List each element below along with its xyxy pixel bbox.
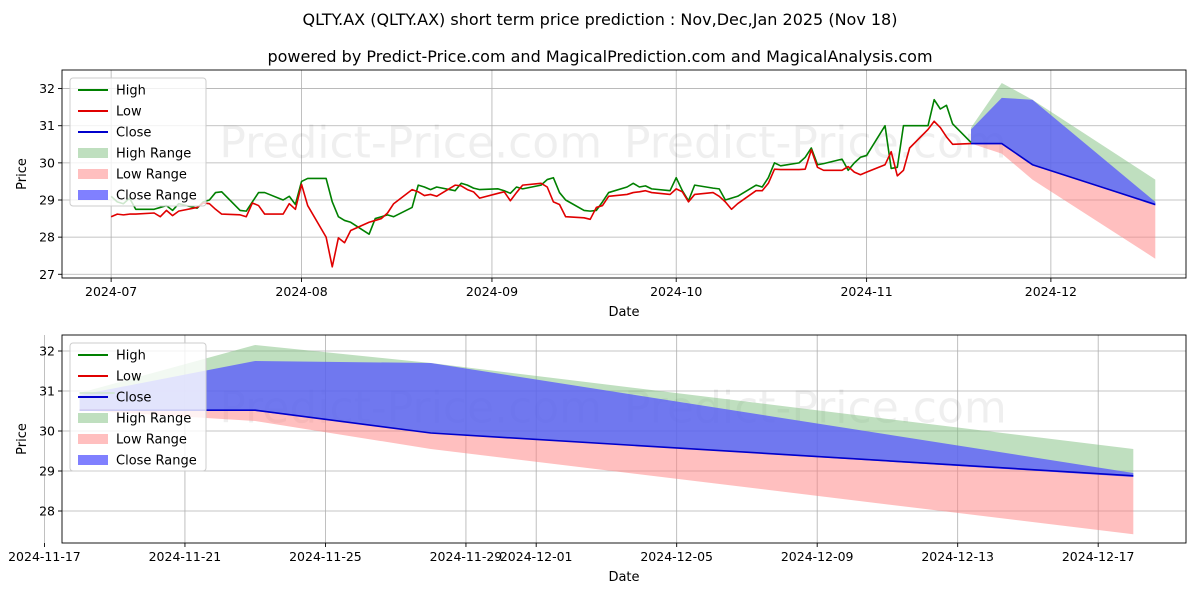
legend-label: High	[116, 349, 146, 364]
x-tick-label: 2024-11-17	[8, 549, 81, 564]
x-tick-label: 2024-12	[1025, 284, 1077, 299]
legend-label: High Range	[116, 147, 191, 162]
plot-frame	[61, 69, 1187, 279]
x-axis-label: Date	[608, 305, 639, 320]
close-range-area	[971, 97, 1156, 206]
high-range-legend-swatch	[78, 413, 108, 423]
y-tick-label: 32	[39, 344, 55, 359]
legend-label: Close Range	[116, 454, 197, 469]
x-tick-label: 2024-12-13	[921, 549, 994, 564]
close-range-legend-swatch	[78, 455, 108, 465]
x-tick-label: 2024-10	[650, 284, 702, 299]
low-line	[110, 120, 972, 268]
low-range-area	[79, 410, 1134, 535]
legend-label: Low Range	[116, 168, 187, 183]
x-tick-label: 2024-12-09	[781, 549, 854, 564]
x-tick-label: 2024-11-21	[149, 549, 222, 564]
legend-label: Low	[116, 370, 142, 385]
y-tick-label: 30	[39, 155, 55, 170]
legend-label: Close	[116, 126, 151, 141]
chart-subtitle: powered by Predict-Price.com and Magical…	[267, 47, 932, 66]
y-tick-label: 29	[39, 464, 55, 479]
legend-label: High	[116, 84, 146, 99]
x-axis-label: Date	[608, 570, 639, 585]
x-tick-label: 2024-12-17	[1062, 549, 1135, 564]
y-tick-label: 32	[39, 81, 55, 96]
y-tick-label: 31	[39, 118, 55, 133]
y-axis-label: Price	[15, 423, 30, 455]
y-tick-label: 28	[39, 504, 55, 519]
x-tick-label: 2024-11-25	[289, 549, 362, 564]
legend-label: Close	[116, 391, 151, 406]
high-line	[110, 98, 972, 235]
y-tick-label: 30	[39, 424, 55, 439]
x-tick-label: 2024-12-05	[640, 549, 713, 564]
top-panel: Predict-Price.com Predict-Price.com2024-0…	[15, 69, 1187, 320]
legend-label: Low	[116, 105, 142, 120]
watermark-text: Predict-Price.com	[219, 117, 602, 168]
x-tick-label: 2024-07	[85, 284, 137, 299]
x-tick-label: 2024-11-29	[430, 549, 503, 564]
legend-label: Close Range	[116, 189, 197, 204]
high-range-legend-swatch	[78, 148, 108, 158]
y-tick-label: 31	[39, 384, 55, 399]
low-range-legend-swatch	[78, 169, 108, 179]
low-range-legend-swatch	[78, 434, 108, 444]
low-range-area	[971, 143, 1156, 259]
legend-label: High Range	[116, 412, 191, 427]
legend-label: Low Range	[116, 433, 187, 448]
close-range-area	[79, 361, 1134, 477]
x-tick-label: 2024-12-01	[500, 549, 573, 564]
legend: High Low Close High Range Low Range Close Ran…	[69, 342, 207, 472]
bottom-panel: Predict-Price.comPredict-Price.com2024-1…	[8, 334, 1187, 585]
close-line	[971, 142, 1156, 206]
y-axis-label: Price	[15, 158, 30, 190]
x-tick-label: 2024-11	[840, 284, 892, 299]
chart-title: QLTY.AX (QLTY.AX) short term price predi…	[303, 10, 898, 29]
legend: High Low Close High Range Low Range Close Ran…	[69, 77, 207, 207]
y-tick-label: 27	[39, 267, 55, 282]
y-tick-label: 28	[39, 230, 55, 245]
x-tick-label: 2024-09	[466, 284, 518, 299]
y-tick-label: 29	[39, 193, 55, 208]
close-range-legend-swatch	[78, 190, 108, 200]
plot-frame	[61, 334, 1187, 544]
x-tick-label: 2024-08	[275, 284, 327, 299]
